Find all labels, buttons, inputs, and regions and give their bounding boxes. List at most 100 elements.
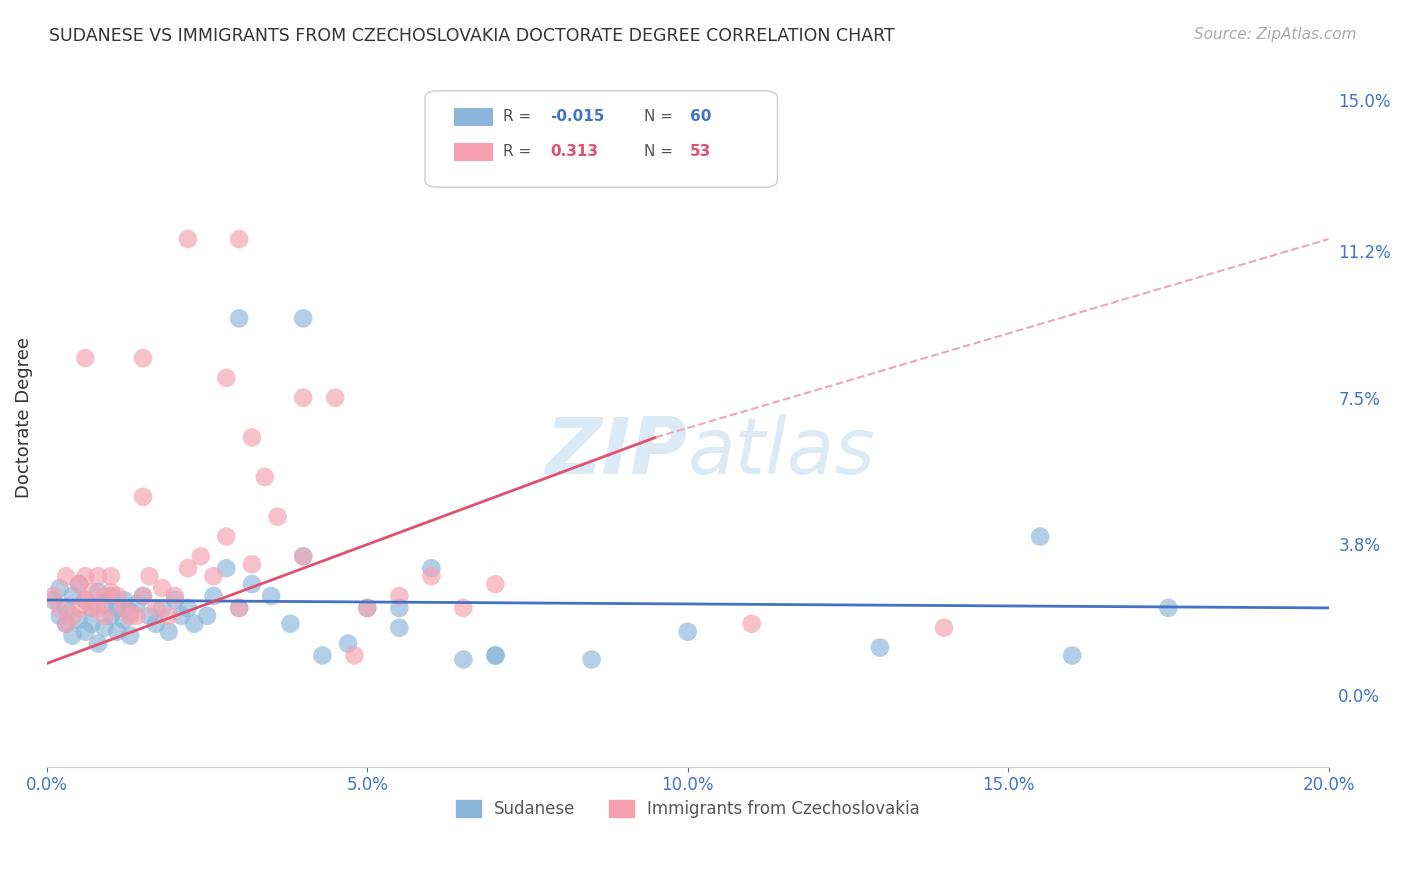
Point <box>105 601 128 615</box>
Text: ZIP: ZIP <box>546 415 688 491</box>
Point <box>62 589 84 603</box>
Point <box>62 608 84 623</box>
Point <box>484 648 506 663</box>
Point <box>55 569 77 583</box>
Point <box>100 569 122 583</box>
Point <box>157 624 180 639</box>
Point <box>150 581 173 595</box>
Text: -0.015: -0.015 <box>551 109 605 124</box>
Point <box>55 616 77 631</box>
Point <box>240 577 263 591</box>
Point <box>420 561 443 575</box>
Point <box>87 569 110 583</box>
Point <box>228 601 250 615</box>
Point <box>80 601 103 615</box>
Point <box>177 601 200 615</box>
Point <box>741 616 763 631</box>
Point <box>292 391 315 405</box>
Point <box>67 577 90 591</box>
Point <box>202 589 225 603</box>
Point <box>388 621 411 635</box>
Point <box>215 371 238 385</box>
Point <box>75 569 97 583</box>
Text: 60: 60 <box>690 109 711 124</box>
Point <box>80 601 103 615</box>
Point <box>100 608 122 623</box>
Point <box>228 311 250 326</box>
Point <box>453 601 475 615</box>
Point <box>120 605 142 619</box>
Point <box>125 597 148 611</box>
Point <box>132 589 155 603</box>
Point <box>93 608 115 623</box>
Point <box>157 608 180 623</box>
Point <box>356 601 378 615</box>
Text: atlas: atlas <box>688 415 876 491</box>
Point <box>388 589 411 603</box>
Point <box>1157 601 1180 615</box>
Point <box>170 608 193 623</box>
Point <box>112 593 135 607</box>
Text: Source: ZipAtlas.com: Source: ZipAtlas.com <box>1194 27 1357 42</box>
Point <box>55 601 77 615</box>
Point <box>932 621 955 635</box>
Point <box>292 549 315 564</box>
Point <box>132 589 155 603</box>
Point <box>105 624 128 639</box>
Point <box>337 637 360 651</box>
Point <box>105 589 128 603</box>
Point <box>120 608 142 623</box>
Point <box>484 577 506 591</box>
Point <box>80 585 103 599</box>
Point <box>869 640 891 655</box>
Point <box>42 589 65 603</box>
Point <box>75 624 97 639</box>
Point <box>165 593 187 607</box>
FancyBboxPatch shape <box>425 91 778 187</box>
Point <box>343 648 366 663</box>
Point <box>42 593 65 607</box>
Point <box>48 581 70 595</box>
Point <box>228 232 250 246</box>
Point <box>202 569 225 583</box>
Point <box>311 648 333 663</box>
Text: SUDANESE VS IMMIGRANTS FROM CZECHOSLOVAKIA DOCTORATE DEGREE CORRELATION CHART: SUDANESE VS IMMIGRANTS FROM CZECHOSLOVAK… <box>49 27 896 45</box>
Point <box>292 311 315 326</box>
Point <box>420 569 443 583</box>
Point <box>280 616 302 631</box>
Point <box>75 351 97 365</box>
Point <box>120 629 142 643</box>
Point <box>75 593 97 607</box>
Point <box>240 430 263 444</box>
Point <box>1062 648 1084 663</box>
Text: 0.313: 0.313 <box>551 145 599 159</box>
Point <box>215 561 238 575</box>
Point <box>67 613 90 627</box>
Point <box>132 351 155 365</box>
Point <box>215 529 238 543</box>
Point <box>87 637 110 651</box>
Point <box>67 601 90 615</box>
Point <box>183 616 205 631</box>
Text: N =: N = <box>644 145 673 159</box>
Bar <box>454 143 494 161</box>
Point <box>292 549 315 564</box>
Point <box>48 608 70 623</box>
Point <box>112 601 135 615</box>
Text: 53: 53 <box>690 145 711 159</box>
Point <box>150 601 173 615</box>
Point <box>388 601 411 615</box>
Bar <box>454 108 494 126</box>
Point <box>75 593 97 607</box>
Point <box>266 509 288 524</box>
Point <box>87 601 110 615</box>
Point <box>165 589 187 603</box>
Point <box>93 597 115 611</box>
Point <box>125 608 148 623</box>
Point <box>48 601 70 615</box>
Y-axis label: Doctorate Degree: Doctorate Degree <box>15 337 32 498</box>
Point <box>240 558 263 572</box>
Point <box>177 232 200 246</box>
Text: R =: R = <box>503 109 531 124</box>
Point <box>195 608 218 623</box>
